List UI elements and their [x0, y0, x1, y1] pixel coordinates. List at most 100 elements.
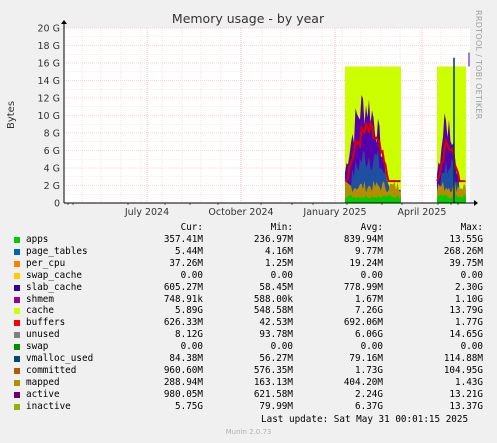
- legend-value-max: 39.75M: [449, 257, 483, 269]
- y-tick-label: 10 G: [38, 111, 60, 122]
- y-tick-label: 20 G: [38, 24, 60, 35]
- y-tick-label: 4 G: [44, 164, 60, 175]
- x-tick-label: October 2024: [208, 207, 273, 218]
- legend-swatch: [14, 284, 20, 291]
- legend-value-avg: 7.26G: [355, 305, 383, 317]
- legend-value-max: 1.77G: [455, 317, 483, 329]
- legend-value-avg: 9.77M: [355, 245, 383, 257]
- legend-swatch: [14, 403, 20, 410]
- legend-value-min: 576.35M: [253, 364, 293, 376]
- legend-value-min: 1.25M: [265, 257, 293, 269]
- legend-series-name: cache: [26, 305, 54, 317]
- legend-value-cur: 5.75G: [175, 400, 203, 412]
- y-tick-label: 2 G: [44, 181, 60, 192]
- legend-series-name: per_cpu: [26, 257, 66, 269]
- y-tick-label: 12 G: [38, 94, 60, 105]
- legend-swatch: [14, 367, 20, 374]
- legend-value-max: 13.55G: [449, 234, 483, 245]
- legend-value-cur: 288.94M: [163, 376, 203, 388]
- legend-value-cur: 8.12G: [175, 329, 203, 341]
- legend-swatch: [14, 308, 20, 315]
- legend-value-avg: 1.67M: [355, 293, 383, 305]
- series-block-2-apps: [437, 194, 466, 203]
- legend-swatch: [14, 332, 20, 339]
- legend-value-min: 236.97M: [253, 234, 293, 245]
- legend-swatch: [14, 356, 20, 362]
- legend-value-max: 1.10G: [455, 293, 483, 305]
- legend-value-avg: 19.24M: [349, 257, 383, 269]
- legend-value-min: 56.27M: [259, 353, 293, 364]
- legend-value-avg: 778.99M: [343, 281, 383, 293]
- legend-value-avg: 1.73G: [355, 364, 383, 376]
- legend-value-max: 13.79G: [449, 305, 483, 317]
- legend-value-cur: 0.00: [180, 341, 203, 353]
- legend-value-max: 2.30G: [455, 281, 483, 293]
- legend-value-avg: 2.24G: [355, 388, 383, 400]
- legend-value-min: 0.00: [270, 341, 293, 353]
- legend-value-min: 548.58M: [253, 305, 293, 317]
- legend-value-min: 93.78M: [259, 329, 293, 341]
- legend-series-name: committed: [26, 364, 77, 376]
- rrdtool-credit: RRDTOOL / TOBI OETIKER: [474, 10, 483, 120]
- y-axis-arrow: [61, 20, 67, 24]
- legend-swatch: [14, 260, 20, 267]
- legend-series-name: buffers: [26, 317, 66, 329]
- legend-header-cur: Cur:: [180, 222, 203, 233]
- legend-value-cur: 980.05M: [163, 388, 203, 400]
- legend-value-max: 0.00: [460, 341, 483, 353]
- legend-value-min: 163.13M: [253, 376, 293, 388]
- legend-value-max: 13.37G: [449, 400, 483, 412]
- legend-series-name: vmalloc_used: [26, 353, 94, 364]
- legend-series-name: shmem: [26, 293, 54, 305]
- legend-value-cur: 960.60M: [163, 364, 203, 376]
- chart-title: Memory usage - by year: [172, 11, 325, 26]
- legend-value-min: 621.58M: [253, 388, 293, 400]
- y-tick-label: 16 G: [38, 59, 60, 70]
- legend-value-min: 42.53M: [259, 317, 293, 329]
- series-block-1-buffers-line: [344, 119, 401, 183]
- legend-value-avg: 79.16M: [349, 353, 383, 364]
- legend-value-max: 13.21G: [449, 388, 483, 400]
- x-tick-label: April 2025: [398, 207, 447, 218]
- y-tick-label: 8 G: [44, 129, 60, 140]
- y-tick-label: 6 G: [44, 146, 60, 157]
- x-tick-label: July 2024: [124, 207, 169, 218]
- legend-series-name: apps: [26, 234, 49, 245]
- legend-value-cur: 84.38M: [169, 353, 203, 364]
- legend-value-cur: 5.89G: [175, 305, 203, 317]
- legend-value-avg: 0.00: [360, 341, 383, 353]
- legend-value-min: 79.99M: [259, 400, 293, 412]
- legend-value-avg: 6.37G: [355, 400, 383, 412]
- legend-series-name: swap_cache: [26, 269, 82, 281]
- legend-header-min: Min:: [270, 222, 293, 233]
- legend-header-max: Max:: [460, 222, 483, 233]
- legend-value-avg: 0.00: [360, 269, 383, 281]
- legend-value-min: 4.16M: [265, 245, 293, 257]
- legend-value-cur: 748.91k: [163, 293, 203, 305]
- legend-value-avg: 839.94M: [343, 234, 383, 245]
- legend-swatch: [14, 272, 20, 279]
- legend-series-name: swap: [26, 341, 49, 353]
- legend-swatch: [14, 391, 20, 398]
- legend-value-max: 114.88M: [443, 353, 483, 364]
- x-axis-arrow: [474, 200, 478, 206]
- legend-value-avg: 692.06M: [343, 317, 383, 329]
- legend-value-max: 0.00: [460, 269, 483, 281]
- series-block-1-apps: [345, 194, 401, 203]
- y-tick-label: 18 G: [38, 41, 60, 52]
- legend-value-min: 58.45M: [259, 281, 293, 293]
- legend-header-avg: Avg:: [360, 222, 383, 233]
- legend-value-min: 588.00k: [253, 293, 293, 305]
- legend-value-avg: 6.06G: [355, 329, 383, 341]
- legend-value-cur: 357.41M: [163, 234, 203, 245]
- x-tick-label: January 2025: [302, 207, 366, 218]
- legend-swatch: [14, 344, 20, 351]
- munin-version: Munin 2.0.73: [225, 428, 272, 436]
- legend-value-cur: 0.00: [180, 269, 203, 281]
- legend-swatch: [14, 296, 20, 303]
- legend-value-max: 268.26M: [443, 245, 483, 257]
- last-update: Last update: Sat May 31 00:01:15 2025: [261, 414, 469, 425]
- legend-value-cur: 626.33M: [163, 317, 203, 329]
- legend-series-name: slab_cache: [26, 281, 82, 293]
